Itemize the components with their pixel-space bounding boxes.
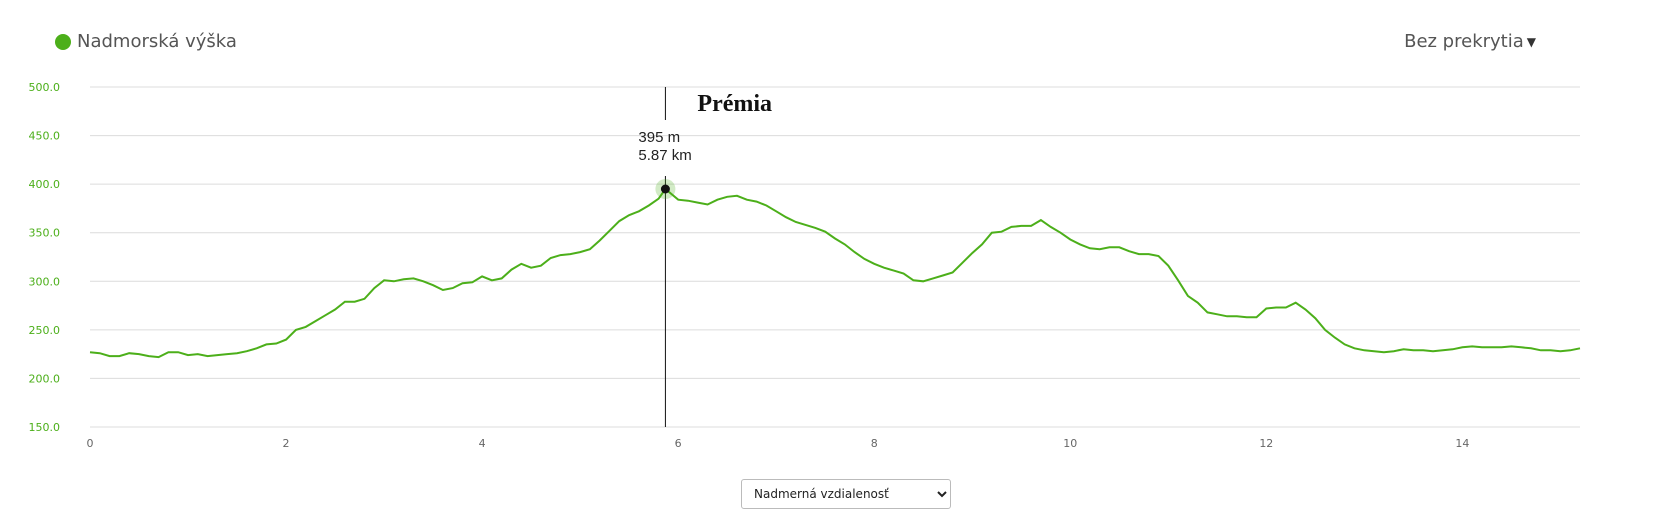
y-tick-label: 450.0	[29, 130, 61, 143]
y-tick-label: 500.0	[29, 81, 61, 94]
x-tick-label: 6	[675, 437, 682, 450]
y-tick-label: 250.0	[29, 324, 61, 337]
y-tick-label: 300.0	[29, 275, 61, 288]
chart-grid	[90, 86, 1580, 428]
series-line-elevation	[89, 187, 1581, 359]
x-axis-ticks: 0 2 4 6 8 10 12 14	[87, 437, 1470, 450]
x-tick-label: 4	[479, 437, 486, 450]
y-tick-label: 350.0	[29, 227, 61, 240]
overlay-menu[interactable]: Bez prekrytia ▼	[1404, 31, 1536, 52]
caret-down-icon: ▼	[1526, 34, 1536, 49]
tooltip-elevation: 395 m	[638, 129, 680, 146]
y-tick-label: 200.0	[29, 372, 61, 385]
y-axis-ticks: 500.0 450.0 400.0 350.0 300.0 250.0 200.0 150.0	[29, 81, 61, 434]
marker-point[interactable]	[660, 184, 670, 194]
x-tick-label: 10	[1063, 437, 1077, 450]
peak-annotation: Prémia	[697, 91, 772, 117]
tooltip-distance: 5.87 km	[638, 147, 691, 164]
legend-label: Nadmorská výška	[77, 31, 237, 52]
y-tick-label: 400.0	[29, 178, 61, 191]
x-tick-label: 8	[871, 437, 878, 450]
x-axis-select[interactable]: Nadmerná vzdialenosť	[741, 479, 951, 509]
legend[interactable]: Nadmorská výška	[55, 31, 237, 52]
x-tick-label: 2	[283, 437, 290, 450]
x-axis-select-wrap: Nadmerná vzdialenosť	[741, 479, 951, 509]
x-tick-label: 14	[1455, 437, 1469, 450]
y-tick-label: 150.0	[29, 421, 61, 434]
x-tick-label: 0	[87, 437, 94, 450]
x-tick-label: 12	[1259, 437, 1273, 450]
legend-dot-icon	[55, 33, 71, 50]
elevation-chart[interactable]: 500.0 450.0 400.0 350.0 300.0 250.0 200.0 150.0…	[0, 0, 1664, 460]
overlay-menu-label: Bez prekrytia	[1404, 31, 1524, 52]
